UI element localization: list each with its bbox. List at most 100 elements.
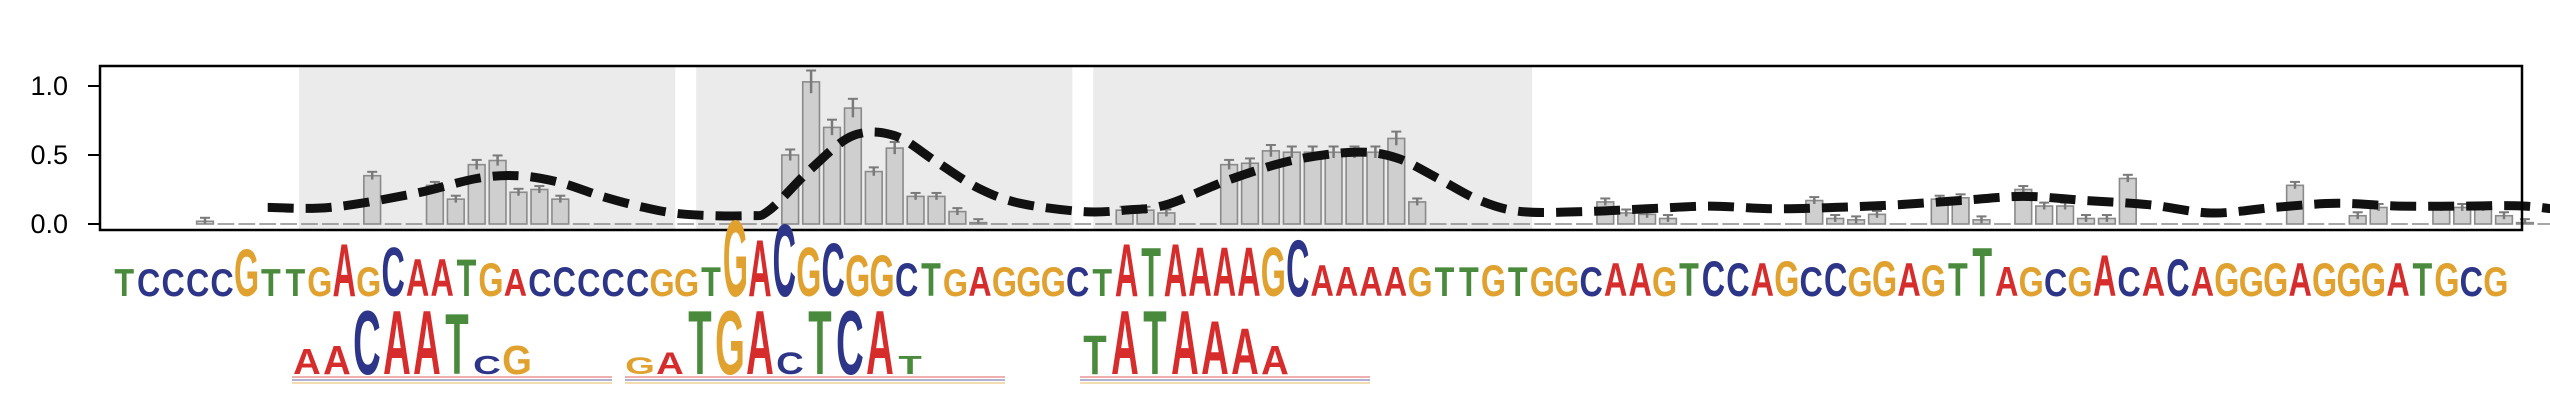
- nucleotide-letter: A: [1311, 257, 1334, 306]
- nucleotide-letter: A: [748, 224, 771, 315]
- nucleotide-letter: C: [2044, 261, 2067, 305]
- nucleotide-letter: A: [293, 341, 321, 382]
- nucleotide-letter: T: [921, 253, 941, 307]
- nucleotide-letter: C: [2460, 258, 2483, 305]
- bar: [488, 159, 507, 225]
- bar: [906, 195, 925, 225]
- nucleotide-letter: A: [1237, 234, 1260, 311]
- nucleotide-letter: T: [1141, 234, 1161, 311]
- nucleotide-letter: G: [1554, 258, 1579, 305]
- nucleotide-letter: C: [1580, 258, 1603, 305]
- nucleotide-letter: A: [333, 230, 356, 313]
- plot-frame: [98, 64, 2524, 232]
- nucleotide-letter: C: [1066, 258, 1089, 305]
- bar: [1303, 151, 1322, 225]
- nucleotide-letter: T: [1508, 258, 1528, 305]
- nucleotide-letter: C: [626, 261, 649, 305]
- nucleotide-letter: G: [723, 198, 748, 319]
- nucleotide-letter: T: [898, 350, 921, 379]
- nucleotide-letter: A: [2093, 243, 2116, 309]
- nucleotide-letter: G: [992, 258, 1017, 305]
- nucleotide-letter: C: [895, 253, 918, 307]
- bar: [801, 81, 821, 225]
- nucleotide-letter: T: [1092, 261, 1112, 305]
- nucleotide-letter: A: [1995, 258, 2018, 305]
- nucleotide-letter: G: [1530, 258, 1555, 305]
- nucleotide-letter: A: [1628, 253, 1651, 307]
- nucleotide-letter: A: [1111, 292, 1139, 394]
- bar: [1324, 151, 1343, 225]
- nucleotide-letter: G: [2483, 258, 2508, 305]
- nucleotide-letter: T: [808, 292, 831, 394]
- nucleotide-letter: C: [836, 292, 864, 394]
- bar: [1366, 151, 1385, 225]
- nucleotide-letter: C: [382, 234, 405, 311]
- smoothed-signal-line: [267, 127, 2550, 221]
- nucleotide-letter: C: [1726, 253, 1749, 307]
- nucleotide-letter: T: [445, 298, 468, 394]
- nucleotide-letter: T: [1143, 292, 1166, 394]
- nucleotide-letter: T: [701, 258, 721, 305]
- nucleotide-letter: A: [1335, 258, 1358, 305]
- bar: [885, 147, 904, 225]
- nucleotide-letter: G: [1407, 258, 1432, 305]
- nucleotide-letter: A: [413, 292, 441, 394]
- nucleotide-letter: G: [674, 261, 699, 305]
- nucleotide-letter: G: [1774, 251, 1799, 307]
- nucleotide-letter: C: [2117, 258, 2140, 305]
- nucleotide-letter: C: [137, 261, 160, 305]
- nucleotide-letter: A: [2289, 253, 2312, 307]
- bar: [509, 191, 528, 225]
- nucleotide-letter: G: [796, 234, 821, 311]
- nucleotide-letter: G: [2239, 258, 2264, 305]
- nucleotide-letter: G: [2263, 253, 2288, 307]
- nucleotide-letter: G: [1481, 257, 1506, 306]
- bar: [927, 195, 946, 225]
- bar: [843, 107, 863, 225]
- nucleotide-letter: G: [1016, 258, 1041, 305]
- nucleotide-letter: T: [114, 261, 134, 305]
- nucleotide-letter: T: [1972, 234, 1992, 311]
- nucleotide-letter: G: [1261, 234, 1286, 311]
- nucleotide-letter: G: [2214, 253, 2239, 307]
- nucleotide-letter: C: [1800, 258, 1823, 305]
- bar: [467, 163, 486, 225]
- nucleotide-letter: C: [773, 204, 796, 319]
- bar: [822, 126, 842, 225]
- y-tick-label: 0.5: [30, 140, 68, 170]
- nucleotide-letter: G: [234, 237, 259, 311]
- nucleotide-letter: A: [1188, 234, 1211, 311]
- nucleotide-letter: A: [323, 338, 351, 384]
- nucleotide-letter: C: [822, 230, 845, 313]
- nucleotide-letter: C: [1286, 224, 1309, 315]
- nucleotide-letter: G: [2312, 253, 2337, 307]
- nucleotide-letter: C: [776, 346, 804, 381]
- nucleotide-letter: A: [968, 258, 991, 305]
- nucleotide-letter: C: [210, 261, 233, 305]
- nucleotide-letter: A: [430, 249, 453, 308]
- nucleotide-letter: A: [2386, 253, 2409, 307]
- nucleotide-letter: A: [1261, 338, 1289, 384]
- bar: [530, 188, 549, 225]
- nucleotide-letter: T: [1459, 258, 1479, 305]
- nucleotide-letter: G: [307, 258, 332, 305]
- nucleotide-letter: G: [356, 258, 381, 305]
- nucleotide-letter: G: [2434, 253, 2459, 307]
- nucleotide-letter: A: [1171, 292, 1199, 394]
- nucleotide-letter: A: [406, 249, 429, 308]
- nucleotide-letter: A: [1115, 230, 1138, 313]
- nucleotide-letter: C: [602, 261, 625, 305]
- nucleotide-letter: G: [870, 243, 895, 309]
- nucleotide-letter: T: [457, 249, 477, 308]
- nucleotide-letter: G: [650, 261, 675, 305]
- y-axis: 0.0 0.5 1.0: [30, 71, 100, 239]
- nucleotide-letter: A: [1897, 253, 1920, 307]
- nucleotide-letter: G: [715, 292, 745, 394]
- nucleotide-letter: G: [478, 253, 503, 307]
- nucleotide-letter: T: [261, 261, 281, 305]
- nucleotide-letter: C: [1702, 251, 1725, 307]
